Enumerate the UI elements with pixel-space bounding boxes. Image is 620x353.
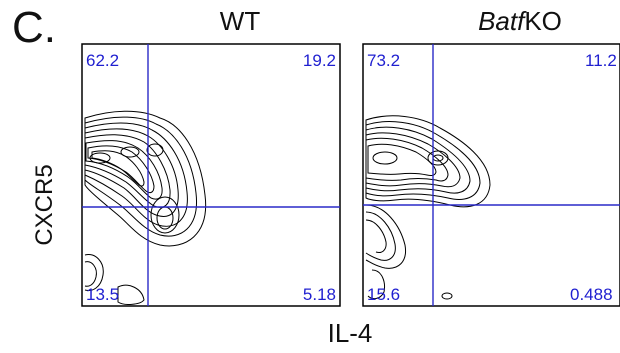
batfko-panel: 73.2 11.2 15.6 0.488 [362, 43, 620, 307]
wt-panel: 62.2 19.2 13.5 5.18 [81, 43, 341, 307]
wt-frame [81, 43, 341, 307]
wt-contour-6 [85, 140, 163, 200]
batfko-contour-4 [365, 132, 461, 188]
wt-peak-mid [120, 146, 140, 158]
batfko-q-bottom-left: 15.6 [367, 285, 400, 304]
wt-q-bottom-left: 13.5 [86, 285, 119, 304]
wt-q-top-right: 19.2 [303, 51, 336, 70]
batfko-frame [362, 43, 620, 307]
batfko-q-bottom-right: 0.488 [570, 285, 613, 304]
batfko-contour-5 [365, 137, 449, 182]
wt-q-bottom-right: 5.18 [303, 285, 336, 304]
batfko-contour-2 [365, 121, 481, 200]
wt-contour-3 [84, 122, 188, 227]
batfko-q-top-left: 73.2 [367, 51, 400, 70]
wt-lower-lobe-inner [156, 206, 174, 230]
x-axis-label: IL-4 [327, 318, 373, 348]
batfko-contours [365, 115, 491, 300]
batfko-title-italic: Batf [478, 6, 525, 36]
batfko-title-rest: KO [524, 6, 562, 36]
wt-plot-title: WT [219, 6, 261, 36]
batfko-contour-3 [365, 126, 471, 194]
batfko-plot-title: BatfKO [440, 8, 600, 34]
wt-contour-2 [84, 116, 197, 237]
wt-blob-low-1 [84, 253, 104, 291]
wt-peak-left [89, 152, 111, 164]
batfko-peak-right-inner [432, 154, 444, 162]
wt-lower-lobe [150, 196, 180, 234]
batfko-contour-6 [367, 143, 437, 177]
wt-q-top-left: 62.2 [86, 51, 119, 70]
wt-contour-4 [84, 128, 179, 217]
batfko-lower-3 [365, 219, 387, 253]
batfko-lower-1 [365, 204, 407, 269]
wt-blob-low-2 [84, 261, 97, 287]
batfko-lower-2 [365, 211, 396, 261]
batfko-lower-4 [367, 269, 385, 300]
wt-blob-low-3 [117, 284, 145, 305]
wt-contour-outer [84, 110, 207, 247]
wt-contour-5 [84, 134, 171, 208]
batfko-q-top-right: 11.2 [585, 51, 617, 70]
batfko-peak-right [427, 150, 449, 166]
wt-contours [84, 110, 207, 305]
batfko-tiny-blob [441, 292, 453, 300]
batfko-peak-left [372, 151, 398, 165]
wt-peak-right [146, 143, 164, 157]
panel-letter: C. [12, 3, 56, 52]
